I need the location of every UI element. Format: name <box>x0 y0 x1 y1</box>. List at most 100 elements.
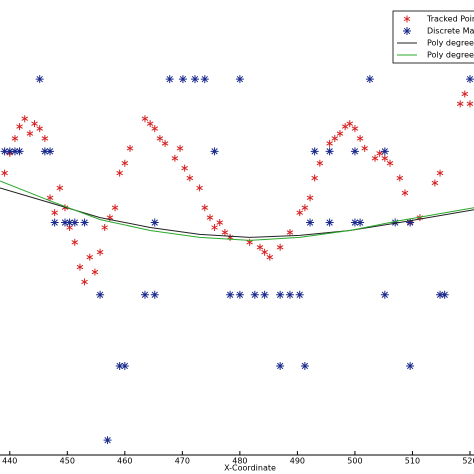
tracked-point <box>171 154 179 162</box>
manual-point <box>250 290 259 299</box>
tracked-point <box>461 90 469 98</box>
manual-point <box>440 290 449 299</box>
manual-point <box>115 361 124 370</box>
tracked-point <box>436 169 444 177</box>
manual-point <box>276 361 285 370</box>
manual-point <box>295 290 304 299</box>
tracked-point <box>176 144 184 152</box>
manual-point <box>150 218 159 227</box>
manual-point <box>35 75 44 84</box>
manual-point <box>260 290 269 299</box>
tracked-point <box>111 204 119 212</box>
legend-swatch <box>403 15 411 23</box>
manual-point <box>15 147 24 156</box>
manual-point <box>10 147 19 156</box>
manual-point <box>406 361 415 370</box>
tracked-point <box>381 154 389 162</box>
manual-point <box>226 290 235 299</box>
tracked-point <box>276 243 284 251</box>
manual-point <box>325 218 334 227</box>
tracked-point <box>181 164 188 172</box>
tracked-point <box>371 154 379 162</box>
tracked-point <box>21 115 29 123</box>
tracked-point <box>86 253 94 261</box>
tracked-point <box>356 134 364 142</box>
manual-point <box>150 290 159 299</box>
manual-point <box>178 75 187 84</box>
x-tick-label: 440 <box>2 457 17 466</box>
manual-point <box>200 75 209 84</box>
manual-point <box>285 290 294 299</box>
tracked-point <box>401 189 409 197</box>
tracked-point <box>361 144 368 152</box>
manual-point <box>210 147 219 156</box>
tracked-point <box>216 219 224 227</box>
tracked-point <box>396 174 404 182</box>
x-tick-label: 490 <box>290 457 305 466</box>
tracked-point <box>341 123 349 131</box>
manual-point <box>65 218 74 227</box>
tracked-point <box>286 228 294 236</box>
x-tick-label: 510 <box>405 457 420 466</box>
manual-point <box>235 290 244 299</box>
x-axis-label: X-Coordinate <box>224 464 276 473</box>
tracked-point <box>221 228 229 236</box>
tracked-point <box>101 224 108 231</box>
manual-point <box>40 147 49 156</box>
tracked-point <box>146 120 154 128</box>
manual-point <box>120 361 129 370</box>
tracked-point <box>316 159 324 167</box>
tracked-point <box>466 100 474 108</box>
tracked-point <box>196 184 203 192</box>
manual-point <box>191 75 200 84</box>
tracked-point <box>46 194 54 202</box>
manual-point <box>436 290 445 299</box>
manual-point <box>70 218 79 227</box>
tracked-point <box>116 169 123 177</box>
manual-point <box>380 147 389 156</box>
tracked-point <box>261 248 268 256</box>
fit-curve <box>0 187 474 238</box>
manual-point <box>96 290 105 299</box>
legend-swatch <box>403 27 411 35</box>
tracked-point <box>306 194 314 202</box>
tracked-point <box>26 130 34 138</box>
x-tick-label: 470 <box>175 457 190 466</box>
tracked-point <box>11 134 19 142</box>
tracked-point <box>326 139 333 147</box>
manual-point <box>140 290 149 299</box>
manual-point <box>391 218 400 227</box>
manual-point <box>356 218 365 227</box>
manual-point <box>103 436 112 445</box>
tracked-point <box>376 149 383 157</box>
manual-point <box>235 75 244 84</box>
manual-point <box>325 147 334 156</box>
tracked-point <box>201 204 209 212</box>
manual-point <box>165 75 174 84</box>
manual-point <box>46 147 55 156</box>
tracked-point <box>186 174 194 182</box>
tracked-point <box>81 278 88 286</box>
tracked-point <box>36 125 43 133</box>
manual-point <box>365 75 374 84</box>
manual-point <box>406 218 415 227</box>
manual-point <box>61 218 70 227</box>
tracked-point <box>336 130 344 138</box>
tracked-point <box>76 263 84 271</box>
tracked-point <box>431 179 439 187</box>
tracked-point <box>156 134 164 142</box>
tracked-point <box>311 174 318 182</box>
tracked-point <box>226 233 234 241</box>
x-tick-label: 480 <box>232 457 247 466</box>
manual-point <box>350 147 359 156</box>
manual-point <box>276 290 285 299</box>
legend-label: Poly degree 2 <box>427 39 474 48</box>
tracked-point <box>296 209 303 217</box>
tracked-point <box>351 125 359 133</box>
x-tick-label: 520 <box>462 457 474 466</box>
tracked-point <box>151 125 159 133</box>
fit-curve <box>0 180 474 241</box>
tracked-point <box>41 134 49 142</box>
tracked-point <box>256 243 264 251</box>
